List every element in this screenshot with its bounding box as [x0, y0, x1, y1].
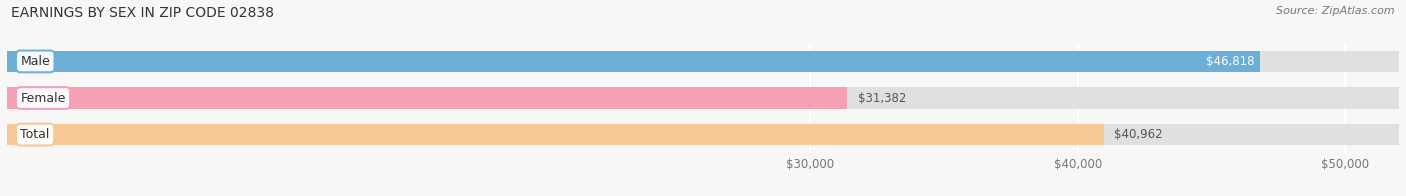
Text: $40,962: $40,962 [1114, 128, 1163, 141]
Bar [7, 124, 1399, 145]
Text: Source: ZipAtlas.com: Source: ZipAtlas.com [1277, 6, 1395, 16]
Text: Total: Total [21, 128, 49, 141]
Text: $31,382: $31,382 [858, 92, 905, 104]
Bar [7, 124, 1104, 145]
Bar [7, 51, 1399, 72]
Bar [7, 87, 846, 109]
Text: EARNINGS BY SEX IN ZIP CODE 02838: EARNINGS BY SEX IN ZIP CODE 02838 [11, 6, 274, 20]
Text: Female: Female [21, 92, 66, 104]
Text: $46,818: $46,818 [1206, 55, 1256, 68]
Bar [7, 51, 1260, 72]
Text: Male: Male [21, 55, 51, 68]
Bar [7, 87, 1399, 109]
